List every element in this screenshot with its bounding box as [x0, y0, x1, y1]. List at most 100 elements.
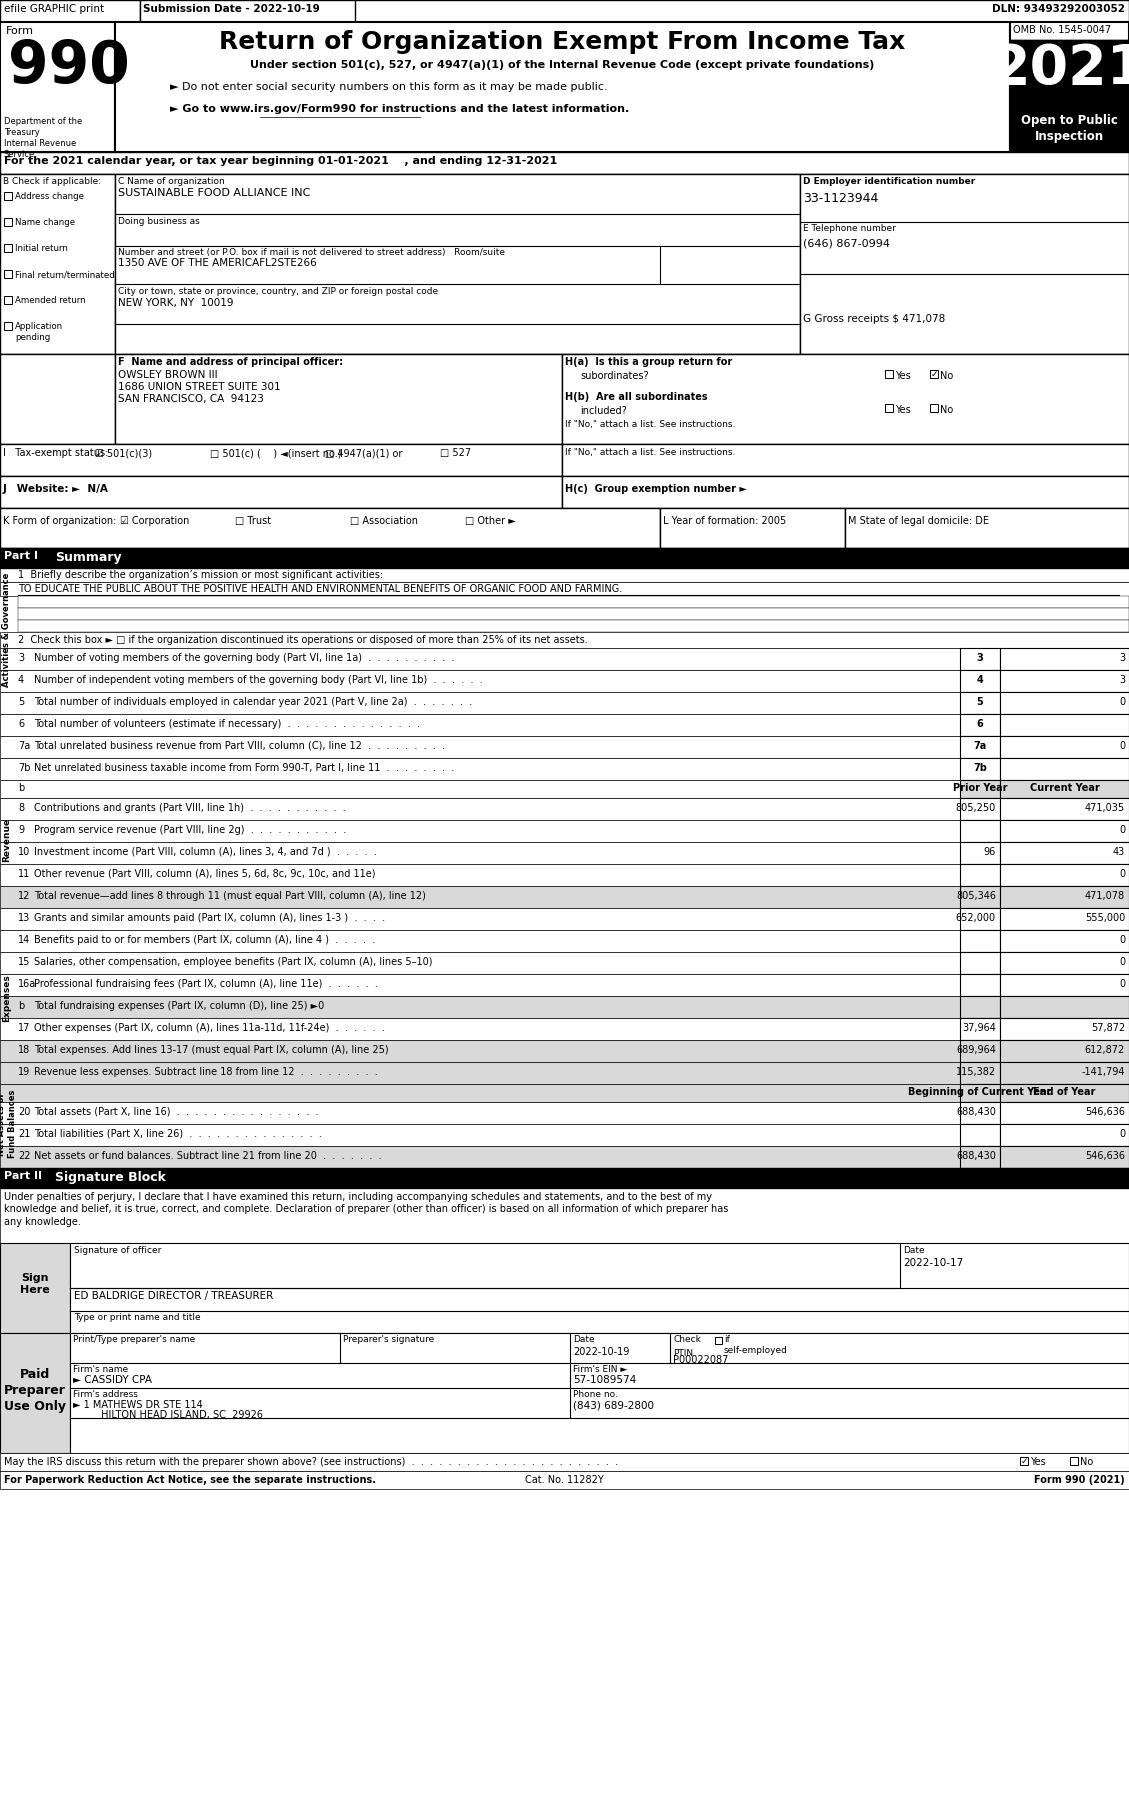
Bar — [1010, 22, 1129, 152]
Text: 13: 13 — [18, 912, 30, 923]
Text: 17: 17 — [18, 1023, 30, 1032]
Text: 612,872: 612,872 — [1085, 1045, 1124, 1056]
Text: 43: 43 — [1113, 847, 1124, 856]
Text: 57-1089574: 57-1089574 — [574, 1375, 637, 1386]
Text: Paid
Preparer
Use Only: Paid Preparer Use Only — [5, 1368, 65, 1413]
Text: ☑ 501(c)(3): ☑ 501(c)(3) — [95, 448, 152, 457]
Bar — [0, 715, 1129, 736]
Text: Amended return: Amended return — [15, 296, 86, 305]
Text: City or town, state or province, country, and ZIP or foreign postal code: City or town, state or province, country… — [119, 287, 438, 296]
Bar — [844, 508, 1129, 548]
Text: Return of Organization Exempt From Income Tax: Return of Organization Exempt From Incom… — [219, 31, 905, 54]
Bar — [1000, 1101, 1129, 1125]
Bar — [1000, 909, 1129, 931]
Bar — [0, 798, 960, 820]
Bar — [0, 648, 1129, 669]
Text: Salaries, other compensation, employee benefits (Part IX, column (A), lines 5–10: Salaries, other compensation, employee b… — [34, 958, 432, 967]
Text: Cat. No. 11282Y: Cat. No. 11282Y — [525, 1475, 604, 1486]
Text: Total assets (Part X, line 16)  .  .  .  .  .  .  .  .  .  .  .  .  .  .  .  .: Total assets (Part X, line 16) . . . . .… — [34, 1107, 318, 1117]
Text: 37,964: 37,964 — [962, 1023, 996, 1032]
Text: Program service revenue (Part VIII, line 2g)  .  .  .  .  .  .  .  .  .  .  .: Program service revenue (Part VIII, line… — [34, 825, 347, 834]
Text: ► Do not enter social security numbers on this form as it may be made public.: ► Do not enter social security numbers o… — [170, 82, 607, 93]
Bar — [960, 974, 1000, 996]
Text: 20: 20 — [18, 1107, 30, 1117]
Bar — [930, 370, 938, 377]
Bar — [0, 691, 1129, 715]
Bar — [1010, 112, 1129, 152]
Text: if
self-employed: if self-employed — [724, 1335, 788, 1355]
Bar — [0, 780, 960, 798]
Bar — [0, 508, 660, 548]
Text: TO EDUCATE THE PUBLIC ABOUT THE POSITIVE HEALTH AND ENVIRONMENTAL BENEFITS OF OR: TO EDUCATE THE PUBLIC ABOUT THE POSITIVE… — [18, 584, 622, 593]
Bar — [70, 1333, 1129, 1453]
Text: 7a: 7a — [18, 740, 30, 751]
Text: Total number of volunteers (estimate if necessary)  .  .  .  .  .  .  .  .  .  .: Total number of volunteers (estimate if … — [34, 718, 420, 729]
Text: 0: 0 — [1119, 869, 1124, 880]
Text: Number of independent voting members of the governing body (Part VI, line 1b)  .: Number of independent voting members of … — [34, 675, 483, 686]
Bar — [562, 444, 1129, 475]
Bar — [0, 354, 115, 444]
Text: End of Year: End of Year — [1033, 1087, 1095, 1097]
Bar — [5, 296, 12, 305]
Bar — [960, 1125, 1000, 1146]
Text: DLN: 93493292003052: DLN: 93493292003052 — [992, 4, 1124, 15]
Text: 18: 18 — [18, 1045, 30, 1056]
Text: 555,000: 555,000 — [1085, 912, 1124, 923]
Text: Yes: Yes — [895, 372, 911, 381]
Bar — [0, 1471, 1129, 1489]
Text: M State of legal domicile: DE: M State of legal domicile: DE — [848, 515, 989, 526]
Bar — [960, 885, 1000, 909]
Text: 5: 5 — [977, 697, 983, 707]
Bar — [18, 597, 1129, 608]
Text: Yes: Yes — [895, 405, 911, 415]
Text: 9: 9 — [18, 825, 24, 834]
Bar — [0, 820, 960, 842]
Text: 4: 4 — [977, 675, 983, 686]
Text: 688,430: 688,430 — [956, 1107, 996, 1117]
Text: 19: 19 — [18, 1067, 30, 1078]
Bar — [960, 691, 1000, 715]
Bar — [18, 620, 1129, 631]
Bar — [960, 863, 1000, 885]
Text: H(c)  Group exemption number ►: H(c) Group exemption number ► — [564, 484, 747, 493]
Bar — [0, 736, 1129, 758]
Text: Department of the
Treasury
Internal Revenue
Service: Department of the Treasury Internal Reve… — [5, 116, 82, 160]
Bar — [70, 1243, 1129, 1333]
Bar — [115, 354, 562, 444]
Bar — [562, 354, 1129, 444]
Text: 115,382: 115,382 — [956, 1067, 996, 1078]
Text: Prior Year: Prior Year — [953, 784, 1007, 793]
Bar — [960, 1101, 1000, 1125]
Text: 7b: 7b — [973, 764, 987, 773]
Text: Total unrelated business revenue from Part VIII, column (C), line 12  .  .  .  .: Total unrelated business revenue from Pa… — [34, 740, 445, 751]
Text: 6: 6 — [18, 718, 24, 729]
Text: 0: 0 — [1119, 1128, 1124, 1139]
Bar — [0, 174, 115, 354]
Bar — [960, 758, 1000, 780]
Text: 14: 14 — [18, 934, 30, 945]
Bar — [660, 508, 844, 548]
Text: ✓: ✓ — [930, 370, 938, 379]
Text: 471,078: 471,078 — [1085, 891, 1124, 902]
Text: 8: 8 — [18, 804, 24, 813]
Bar — [960, 648, 1000, 669]
Bar — [0, 1243, 70, 1333]
Text: 7b: 7b — [18, 764, 30, 773]
Text: (646) 867-0994: (646) 867-0994 — [803, 239, 890, 249]
Bar — [1070, 1457, 1078, 1466]
Text: J   Website: ►  N/A: J Website: ► N/A — [3, 484, 108, 493]
Bar — [960, 842, 1000, 863]
Text: b: b — [18, 784, 24, 793]
Text: Revenue less expenses. Subtract line 18 from line 12  .  .  .  .  .  .  .  .  .: Revenue less expenses. Subtract line 18 … — [34, 1067, 378, 1078]
Text: Total revenue—add lines 8 through 11 (must equal Part VIII, column (A), line 12): Total revenue—add lines 8 through 11 (mu… — [34, 891, 426, 902]
Text: 5: 5 — [18, 697, 24, 707]
Text: 3: 3 — [1119, 675, 1124, 686]
Bar — [0, 152, 1129, 174]
Text: Application
pending: Application pending — [15, 323, 63, 343]
Text: 471,035: 471,035 — [1085, 804, 1124, 813]
Text: Net assets or fund balances. Subtract line 21 from line 20  .  .  .  .  .  .  .: Net assets or fund balances. Subtract li… — [34, 1152, 382, 1161]
Bar — [960, 780, 1000, 798]
Text: I   Tax-exempt status:: I Tax-exempt status: — [3, 448, 108, 457]
Text: No: No — [1080, 1457, 1093, 1468]
Text: □ Association: □ Association — [350, 515, 418, 526]
